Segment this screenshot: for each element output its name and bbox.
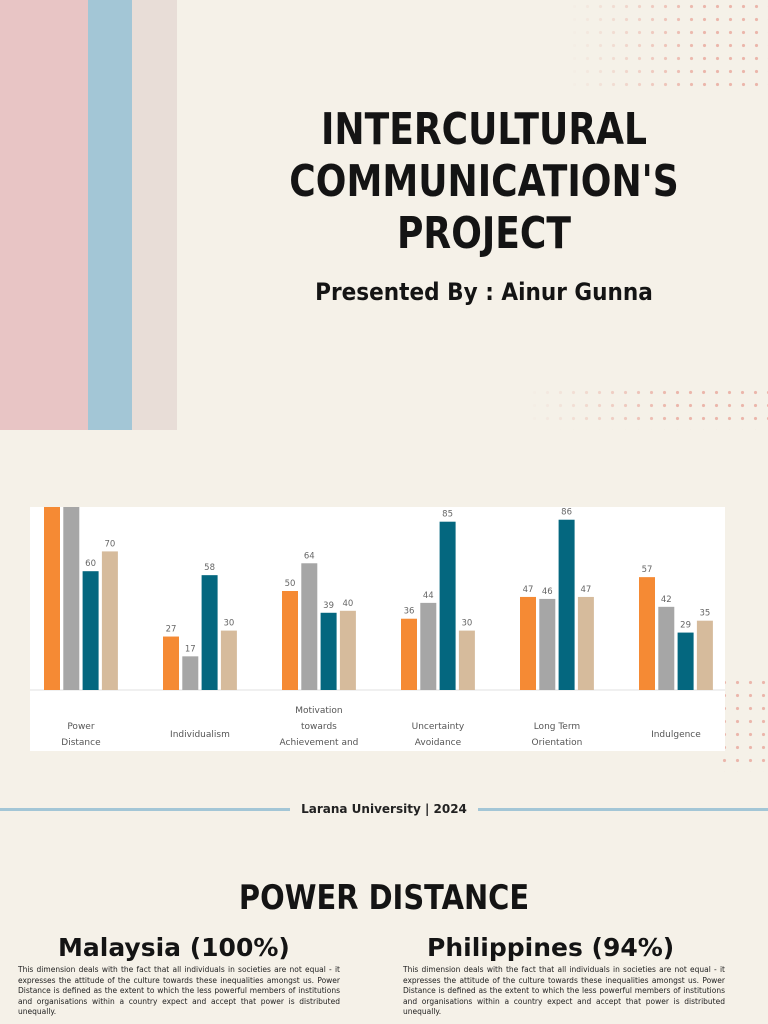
category-label-3-0: Uncertainty — [412, 722, 465, 732]
category-label-3-1: Avoidance — [415, 738, 462, 748]
data-label-0-3: 70 — [104, 539, 115, 549]
bar-3-3 — [458, 630, 475, 690]
data-label-3-2: 85 — [442, 510, 453, 520]
data-label-3-0: 36 — [404, 607, 415, 617]
dot-pattern-top-right — [568, 0, 768, 88]
country-heading-left: Malaysia (100%) — [58, 933, 290, 962]
title-line-2: COMMUNICATION'S — [289, 156, 679, 207]
title-line-1: INTERCULTURAL — [320, 104, 648, 155]
bar-2-1 — [301, 563, 318, 690]
section-title: POWER DISTANCE — [238, 878, 530, 918]
category-label-1-0: Individualism — [170, 730, 230, 740]
data-label-1-1: 17 — [185, 644, 196, 654]
presenter-subtitle: Presented By : Ainur Gunna — [315, 278, 653, 306]
footer-divider-left — [0, 808, 290, 811]
grey-stripe — [132, 0, 177, 430]
category-label-0-1: Distance — [61, 738, 101, 748]
dot-pattern-middle-right — [718, 676, 768, 772]
data-label-4-1: 46 — [542, 587, 553, 597]
data-label-1-3: 30 — [223, 619, 234, 629]
hofstede-bar-chart: 946070PowerDistance27175830Individualism… — [30, 507, 725, 751]
bar-1-1 — [182, 656, 199, 690]
bar-5-0 — [639, 577, 655, 690]
bar-3-2 — [439, 521, 456, 690]
category-label-5-0: Indulgence — [651, 730, 701, 740]
data-label-2-2: 39 — [323, 601, 334, 611]
category-label-4-1: Orientation — [532, 738, 583, 748]
bar-1-0 — [163, 636, 179, 690]
title-slide: INTERCULTURAL COMMUNICATION'S PROJECT Pr… — [0, 0, 768, 430]
bar-2-2 — [320, 612, 337, 690]
bar-4-1 — [539, 598, 556, 690]
blue-stripe — [88, 0, 132, 430]
title-line-3: PROJECT — [396, 208, 572, 259]
university-footer: Larana University | 2024 — [301, 802, 467, 816]
bar-1-3 — [220, 630, 237, 690]
data-label-2-1: 64 — [304, 551, 315, 561]
presentation-title: INTERCULTURAL COMMUNICATION'S PROJECT — [251, 104, 717, 260]
bar-5-3 — [696, 620, 713, 690]
data-label-5-1: 42 — [661, 595, 672, 605]
bar-4-2 — [558, 519, 575, 690]
bar-2-3 — [339, 610, 356, 690]
bar-1-2 — [201, 575, 218, 690]
data-label-5-2: 29 — [680, 621, 691, 631]
category-label-4-0: Long Term — [534, 722, 580, 732]
category-label-2-0: Motivation — [295, 706, 342, 716]
data-label-0-2: 60 — [85, 559, 96, 569]
category-label-2-1: towards — [301, 722, 337, 732]
data-label-1-2: 58 — [204, 563, 215, 573]
bar-5-1 — [658, 606, 675, 690]
data-label-2-0: 50 — [285, 579, 296, 589]
country-heading-right: Philippines (94%) — [427, 933, 675, 962]
data-label-4-3: 47 — [580, 585, 591, 595]
bar-2-0 — [282, 591, 298, 690]
category-label-2-2: Achievement and — [280, 738, 359, 748]
bar-0-1 — [63, 507, 80, 690]
bar-5-2 — [677, 632, 694, 690]
bar-3-1 — [420, 602, 437, 690]
bar-0-3 — [101, 551, 118, 690]
bar-4-0 — [520, 596, 536, 690]
pink-stripe — [0, 0, 88, 430]
dot-pattern-bottom-right — [528, 386, 768, 430]
category-label-0-0: Power — [67, 722, 95, 732]
bar-3-0 — [401, 618, 417, 690]
footer-divider-right — [478, 808, 768, 811]
bar-4-3 — [577, 596, 594, 690]
data-label-4-0: 47 — [523, 585, 534, 595]
bar-0-0 — [44, 507, 60, 690]
data-label-5-0: 57 — [642, 565, 653, 575]
bar-0-2 — [82, 571, 99, 690]
description-right: This dimension deals with the fact that … — [403, 965, 725, 1016]
data-label-4-2: 86 — [561, 508, 572, 518]
data-label-2-3: 40 — [342, 599, 353, 609]
data-label-5-3: 35 — [699, 609, 710, 619]
chart-svg: 946070PowerDistance27175830Individualism… — [30, 507, 725, 748]
data-label-1-0: 27 — [166, 625, 177, 635]
data-label-3-3: 30 — [461, 619, 472, 629]
description-left: This dimension deals with the fact that … — [18, 965, 340, 1016]
data-label-3-1: 44 — [423, 591, 434, 601]
